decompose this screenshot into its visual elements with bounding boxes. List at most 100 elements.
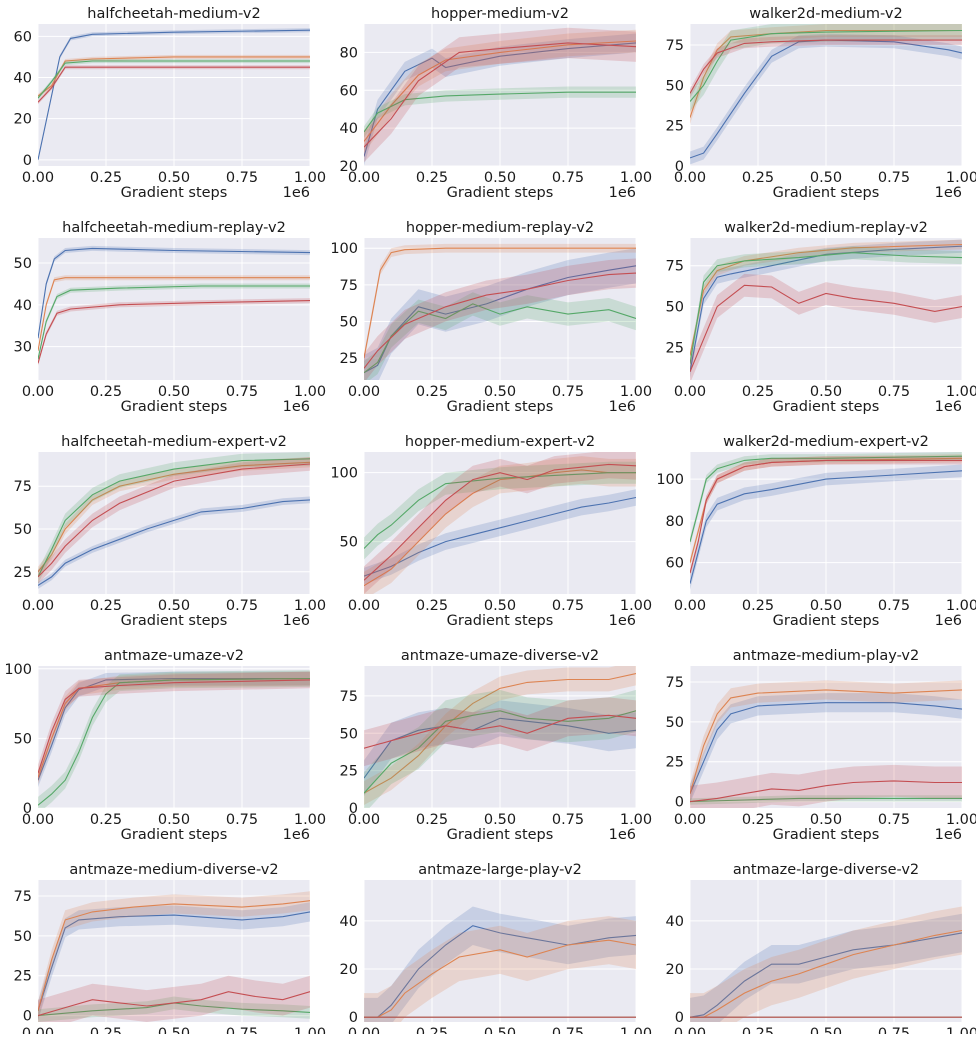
series-line-green xyxy=(38,458,310,578)
series-line-orange xyxy=(364,672,636,794)
subplot-halfcheetah-medium-v2: halfcheetah-medium-v2 0 20 40 60 0.00 0.25 0.50… xyxy=(14,6,327,201)
x-axis-multiplier: 1e6 xyxy=(935,827,962,843)
subplot-title: antmaze-large-play-v2 xyxy=(418,862,582,878)
x-axis-label: Gradient steps xyxy=(773,827,880,843)
subplot-hopper-medium-expert-v2: hopper-medium-expert-v2 50 100 0.00 0.25 0.50… xyxy=(330,434,652,629)
y-tick-label: 40 xyxy=(14,298,32,314)
y-tick-label: 80 xyxy=(666,514,684,530)
x-tick-label: 0.25 xyxy=(416,812,448,828)
series-line-blue xyxy=(364,717,636,779)
x-tick-label: 1.00 xyxy=(946,812,976,828)
series-band-blue xyxy=(364,33,636,166)
x-tick-label: 0.00 xyxy=(22,384,54,400)
x-tick-label: 0.50 xyxy=(484,1026,516,1034)
series-line-red xyxy=(690,459,962,574)
y-tick-label: 40 xyxy=(14,71,32,87)
series-line-orange xyxy=(38,900,310,1011)
series-line-green xyxy=(364,303,636,374)
series-band-red xyxy=(38,671,310,782)
x-tick-label: 0.25 xyxy=(742,598,774,614)
series-band-green xyxy=(690,795,962,805)
series-band-green xyxy=(364,689,636,808)
series-band-orange xyxy=(364,243,636,363)
y-tick-label: 50 xyxy=(340,314,358,330)
series-band-orange xyxy=(364,456,636,594)
y-tick-label: 50 xyxy=(14,522,32,538)
x-axis-label: Gradient steps xyxy=(447,399,554,415)
series-line-red xyxy=(364,463,636,581)
series-band-red xyxy=(364,697,636,767)
y-tick-label: 25 xyxy=(14,969,32,985)
x-tick-label: 0.75 xyxy=(552,1026,584,1034)
series-line-red xyxy=(38,991,310,1017)
series-line-orange xyxy=(38,56,310,97)
y-tick-label: 0 xyxy=(675,795,684,811)
x-tick-label: 0.25 xyxy=(416,598,448,614)
x-axis-label: Gradient steps xyxy=(121,399,228,415)
x-tick-label: 1.00 xyxy=(294,598,326,614)
subplot-title: antmaze-umaze-v2 xyxy=(104,648,244,664)
series-line-red xyxy=(364,714,636,749)
x-tick-label: 1.00 xyxy=(946,170,976,186)
x-tick-label: 0.50 xyxy=(484,170,516,186)
subplot-title: antmaze-medium-play-v2 xyxy=(733,648,919,664)
series-band-green xyxy=(364,461,636,560)
y-tick-label: 20 xyxy=(340,159,358,175)
series-line-red xyxy=(690,39,962,94)
x-axis-label: Gradient steps xyxy=(447,613,554,629)
x-tick-label: 0.75 xyxy=(226,1026,258,1034)
x-tick-label: 1.00 xyxy=(946,598,976,614)
y-tick-label: 25 xyxy=(666,119,684,135)
series-line-orange xyxy=(364,247,636,359)
y-tick-label: 75 xyxy=(14,479,32,495)
y-tick-label: 25 xyxy=(340,764,358,780)
y-tick-label: 20 xyxy=(340,962,358,978)
subplot-hopper-medium-v2: hopper-medium-v2 20 40 60 80 0.00 0.25 0.50 0.75… xyxy=(340,6,653,201)
series-line-orange xyxy=(690,29,962,118)
x-tick-label: 0.00 xyxy=(22,812,54,828)
subplot-title: antmaze-medium-diverse-v2 xyxy=(69,862,278,878)
series-line-blue xyxy=(38,499,310,586)
series-band-blue xyxy=(364,906,636,1022)
y-tick-label: 50 xyxy=(14,731,32,747)
x-tick-label: 1.00 xyxy=(620,812,652,828)
series-line-blue xyxy=(364,496,636,577)
series-band-green xyxy=(364,86,636,138)
x-tick-label: 1.00 xyxy=(294,812,326,828)
y-tick-label: 25 xyxy=(14,565,32,581)
series-line-green xyxy=(364,472,636,549)
series-line-green xyxy=(690,455,962,542)
x-tick-label: 0.50 xyxy=(810,812,842,828)
x-axis-multiplier: 1e6 xyxy=(609,827,636,843)
x-tick-label: 0.00 xyxy=(348,812,380,828)
series-line-red xyxy=(690,284,962,373)
x-tick-label: 0.00 xyxy=(348,170,380,186)
x-tick-label: 0.50 xyxy=(158,384,190,400)
y-tick-label: 0 xyxy=(349,1010,358,1026)
series-band-red xyxy=(38,975,310,1022)
series-line-blue xyxy=(690,245,962,372)
subplot-halfcheetah-medium-replay-v2: halfcheetah-medium-replay-v2 30 40 50 0.00 0.… xyxy=(14,220,327,415)
subplot-antmaze-umaze-v2: antmaze-umaze-v2 0 50 100 0.00 0.25 0.50 0.75 1.… xyxy=(4,648,326,843)
series-line-blue xyxy=(38,911,310,1011)
x-tick-label: 0.25 xyxy=(90,384,122,400)
x-axis-label: Gradient steps xyxy=(773,399,880,415)
y-tick-label: 0 xyxy=(23,153,32,169)
x-axis-label: Gradient steps xyxy=(121,185,228,201)
series-band-blue xyxy=(690,913,962,1022)
series-band-red xyxy=(364,452,636,594)
x-tick-label: 0.75 xyxy=(878,812,910,828)
x-axis-label: Gradient steps xyxy=(447,827,554,843)
series-line-blue xyxy=(690,932,962,1018)
series-line-green xyxy=(364,710,636,794)
series-band-green xyxy=(38,996,310,1022)
x-tick-label: 0.50 xyxy=(484,812,516,828)
x-tick-label: 0.25 xyxy=(742,170,774,186)
series-band-red xyxy=(690,273,962,380)
x-tick-label: 0.50 xyxy=(484,384,516,400)
y-tick-label: 0 xyxy=(349,801,358,817)
x-tick-label: 0.25 xyxy=(742,384,774,400)
series-band-blue xyxy=(364,700,636,796)
subplot-title: halfcheetah-medium-expert-v2 xyxy=(61,434,287,450)
y-tick-label: 75 xyxy=(666,675,684,691)
